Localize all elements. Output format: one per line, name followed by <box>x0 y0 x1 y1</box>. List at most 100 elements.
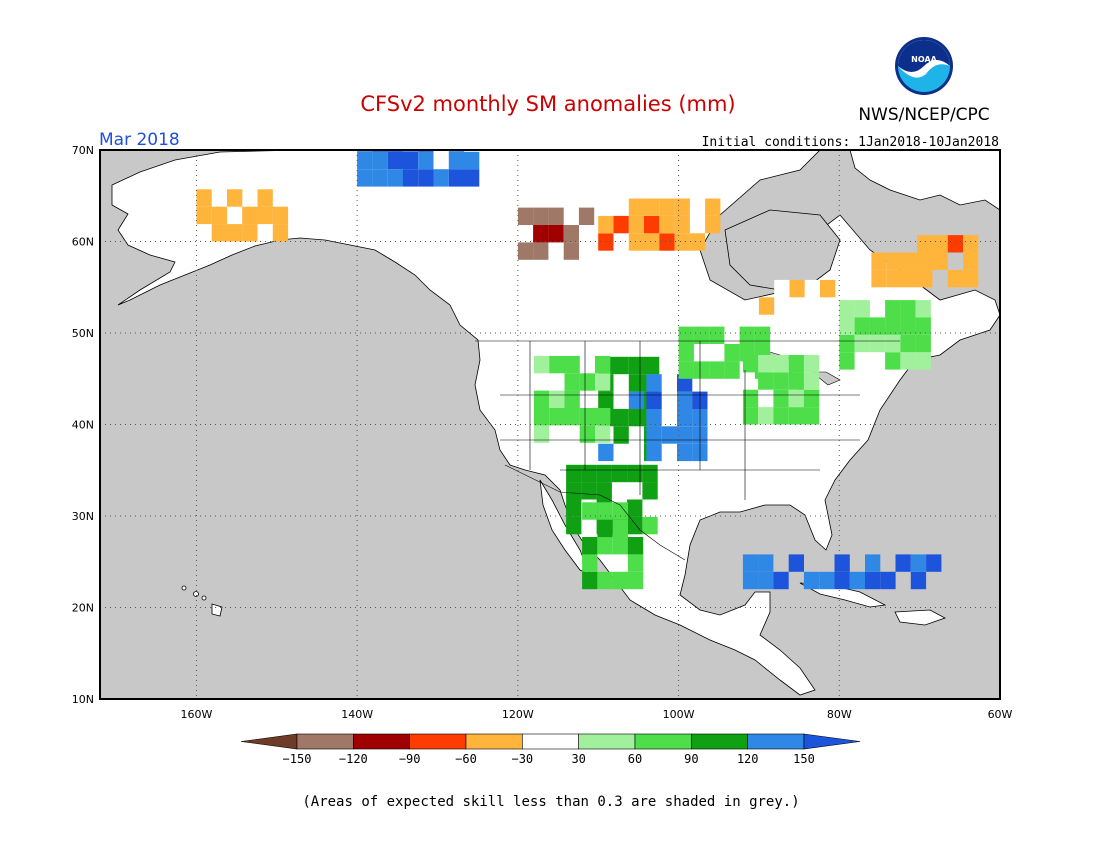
anomaly-cell <box>885 300 901 318</box>
anomaly-cell <box>628 408 645 427</box>
anomaly-cell <box>678 326 694 344</box>
anomaly-cell <box>582 554 598 572</box>
anomaly-cell <box>773 407 789 425</box>
anomaly-cell <box>915 317 931 335</box>
anomaly-cell <box>803 389 820 408</box>
anomaly-cell <box>677 426 693 444</box>
anomaly-cell <box>533 425 550 443</box>
anomaly-cell <box>211 206 227 225</box>
latitude-tick-label: 70N <box>72 144 94 157</box>
map-panel: 70N 60N 50N 40N 30N 20N 10N 160W 140W 120W 100W 80… <box>72 144 1013 721</box>
anomaly-cell <box>803 407 820 425</box>
anomaly-cell <box>742 571 759 590</box>
anomaly-cell <box>566 516 582 535</box>
anomaly-cell <box>563 225 579 243</box>
latitude-tick-label: 20N <box>72 602 94 615</box>
anomaly-cell <box>789 279 805 298</box>
anomaly-cell <box>628 198 645 216</box>
latitude-labels: 70N 60N 50N 40N 30N 20N 10N <box>72 144 94 706</box>
anomaly-cell <box>579 425 595 443</box>
anomaly-cell <box>563 242 579 260</box>
anomaly-cell <box>839 352 855 370</box>
anomaly-cell <box>579 408 595 426</box>
anomaly-cell <box>900 334 916 353</box>
anomaly-cell <box>579 373 595 391</box>
anomaly-cell <box>839 334 855 353</box>
anomaly-cell <box>674 233 690 251</box>
anomaly-cell <box>598 215 614 234</box>
anomaly-cell <box>677 443 693 462</box>
anomaly-cell <box>773 571 789 590</box>
hudson-bay <box>724 209 841 291</box>
agency-label: NWS/NCEP/CPC <box>858 105 989 125</box>
anomaly-cell <box>661 426 677 444</box>
colorbar <box>240 733 861 750</box>
longitude-tick-label: 80W <box>827 708 852 721</box>
anomaly-cell <box>869 334 886 353</box>
anomaly-cell <box>242 224 258 242</box>
colorbar-tick-label: −120 <box>339 752 368 766</box>
anomaly-cell <box>448 151 465 170</box>
anomaly-cell <box>272 224 289 242</box>
anomaly-cell <box>674 198 690 216</box>
anomaly-cell <box>754 326 771 344</box>
anomaly-cell <box>566 499 582 517</box>
anomaly-cell <box>582 537 598 555</box>
anomaly-cell <box>742 389 759 408</box>
anomaly-cell <box>803 571 820 590</box>
anomaly-cell <box>947 269 964 288</box>
anomaly-cell <box>578 207 595 225</box>
anomaly-cell <box>613 426 629 444</box>
anomaly-cell <box>613 356 629 375</box>
anomaly-cell <box>227 224 243 242</box>
anomaly-cell <box>659 215 675 234</box>
anomaly-cell <box>724 344 740 362</box>
anomaly-cell <box>758 571 774 590</box>
anomaly-cell <box>773 372 789 390</box>
anomaly-cell <box>533 242 549 260</box>
anomaly-cell <box>773 355 789 373</box>
colorbar-bin <box>465 733 523 750</box>
anomaly-cell <box>387 151 403 170</box>
anomaly-cell <box>597 537 613 555</box>
anomaly-cell <box>724 361 740 379</box>
anomaly-cell <box>742 407 759 425</box>
anomaly-cell <box>932 252 948 270</box>
anomaly-cell <box>917 235 933 253</box>
anomaly-cell <box>915 334 931 353</box>
greenland-land <box>849 150 1000 211</box>
colorbar-bin <box>240 733 298 750</box>
anomaly-cell <box>595 425 611 443</box>
colorbar-tick-label: 30 <box>571 752 585 766</box>
anomaly-cell <box>646 391 662 409</box>
colorbar-tick-label: −90 <box>399 752 421 766</box>
anomaly-cell <box>773 389 789 408</box>
anomaly-cell <box>257 189 273 207</box>
anomaly-cell <box>819 571 835 590</box>
longitude-tick-label: 120W <box>502 708 534 721</box>
anomaly-cell <box>448 169 465 187</box>
anomaly-cell <box>804 297 820 315</box>
colorbar-labels: −150 −120 −90 −60 −30 30 60 90 120 150 <box>283 752 815 766</box>
anomaly-cell <box>742 355 759 373</box>
anomaly-cell <box>758 297 775 315</box>
anomaly-cell <box>628 374 645 392</box>
anomaly-cell <box>705 215 721 234</box>
anomaly-cell <box>678 361 694 379</box>
colorbar-bin <box>409 733 467 750</box>
anomaly-cell <box>677 391 693 409</box>
anomaly-cell <box>788 389 804 408</box>
anomaly-cell <box>644 233 660 251</box>
anomaly-cell <box>464 151 480 170</box>
anomaly-cell <box>596 464 612 483</box>
colorbar-bin <box>522 733 579 750</box>
hispaniola-land <box>894 609 946 626</box>
anomaly-cell <box>849 571 865 590</box>
anomaly-cell <box>196 206 212 225</box>
anomaly-cell <box>549 408 565 426</box>
anomaly-cell <box>644 215 660 234</box>
colorbar-bin <box>353 733 410 750</box>
anomaly-cell <box>834 571 850 590</box>
anomaly-cell <box>581 482 597 500</box>
